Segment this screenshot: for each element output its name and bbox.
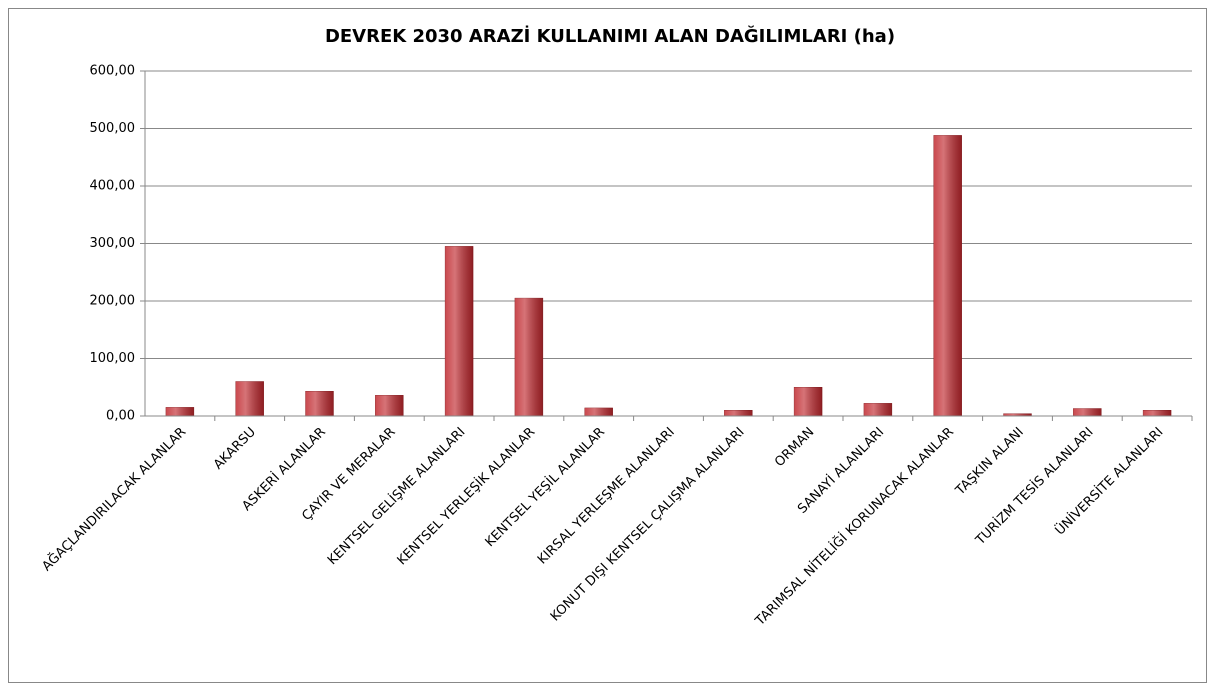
bar-shade bbox=[375, 395, 404, 416]
chart-frame bbox=[8, 8, 1207, 683]
bar-shade bbox=[305, 391, 334, 416]
bar-shade bbox=[584, 407, 613, 416]
bar-shade bbox=[1143, 410, 1172, 416]
y-tick-label: 0,00 bbox=[106, 409, 135, 424]
bar-shade bbox=[863, 403, 892, 416]
y-tick-label: 600,00 bbox=[90, 64, 136, 79]
bar-shade bbox=[724, 410, 753, 416]
chart-title: DEVREK 2030 ARAZİ KULLANIMI ALAN DAĞILIM… bbox=[325, 25, 895, 47]
bar-shade bbox=[165, 407, 194, 416]
y-tick-label: 100,00 bbox=[90, 351, 136, 366]
bar-shade bbox=[445, 246, 474, 416]
y-tick-label: 500,00 bbox=[90, 121, 136, 136]
bar-shade bbox=[933, 135, 962, 416]
bar-shade bbox=[1003, 413, 1032, 416]
y-tick-label: 400,00 bbox=[90, 179, 136, 194]
y-tick-label: 200,00 bbox=[90, 294, 136, 309]
bar-shade bbox=[235, 381, 264, 416]
bar-shade bbox=[1073, 408, 1102, 416]
bar-shade bbox=[514, 298, 543, 416]
y-tick-label: 300,00 bbox=[90, 236, 136, 251]
bar-shade bbox=[794, 387, 823, 416]
